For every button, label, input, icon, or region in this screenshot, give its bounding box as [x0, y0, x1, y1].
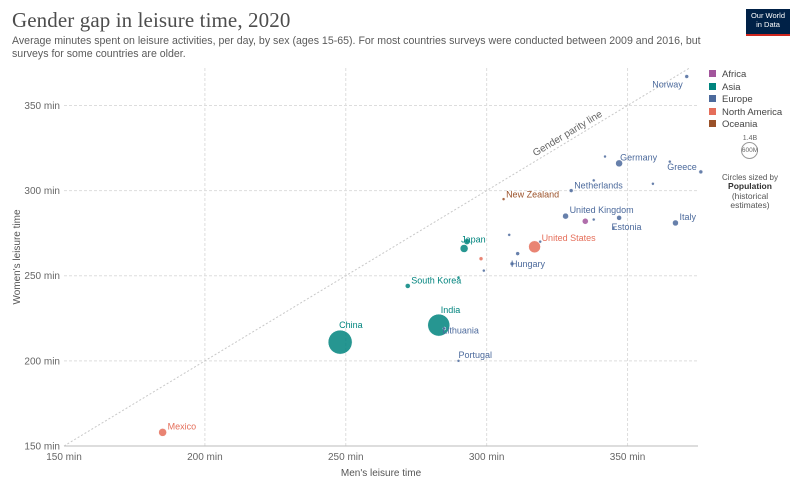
chart-title: Gender gap in leisure time, 2020 — [12, 8, 291, 32]
legend-item-asia[interactable]: Asia — [709, 82, 782, 95]
logo-line-2: in Data — [756, 20, 780, 29]
legend-swatch — [709, 120, 716, 127]
data-label: United Kingdom — [570, 205, 634, 215]
x-tick-label: 300 min — [469, 452, 505, 463]
x-tick-label: 150 min — [46, 452, 82, 463]
data-point — [515, 251, 520, 256]
size-legend: 1.4B 600M Circles sized by Population (h… — [718, 135, 782, 211]
legend-swatch — [709, 95, 716, 102]
data-point — [158, 428, 167, 437]
data-labels: Norway Germany Greece Netherlands New Zealan… — [168, 80, 697, 432]
data-point — [405, 283, 411, 289]
legend-item-africa[interactable]: Africa — [709, 69, 782, 82]
data-label: Estonia — [611, 222, 641, 232]
data-point — [698, 169, 704, 175]
data-label: Germany — [620, 152, 658, 162]
data-label: India — [441, 305, 461, 315]
data-point — [507, 233, 511, 237]
legend-item-north-america[interactable]: North America — [709, 107, 782, 120]
legend-label: Europe — [722, 94, 753, 105]
size-legend-value: 600M — [741, 147, 759, 154]
data-label: Lithuania — [442, 326, 479, 336]
data-point — [456, 359, 461, 363]
data-label: Japan — [461, 234, 486, 244]
data-point — [482, 268, 486, 273]
legend-swatch — [709, 107, 716, 115]
data-point — [668, 159, 672, 164]
legend-label: Africa — [722, 69, 747, 80]
data-point — [327, 329, 353, 355]
y-tick-label: 200 min — [24, 356, 60, 367]
legend-swatch — [709, 70, 716, 77]
legend-label: Asia — [722, 81, 741, 93]
size-legend-max: 1.4B — [742, 135, 758, 142]
data-point — [501, 197, 506, 201]
x-tick-label: 250 min — [328, 452, 364, 463]
data-point — [562, 212, 569, 220]
data-point — [568, 188, 574, 193]
x-tick-label: 200 min — [187, 452, 223, 463]
gender-parity-label: Gender parity line — [531, 109, 605, 159]
data-point — [591, 217, 596, 222]
data-label: New Zealand — [506, 190, 559, 200]
data-point — [478, 256, 484, 261]
data-label: South Korea — [411, 275, 461, 285]
data-point — [591, 178, 596, 183]
data-label: Portugal — [458, 350, 492, 360]
data-label: Netherlands — [574, 181, 623, 191]
data-label: Greece — [667, 162, 697, 172]
data-point — [538, 239, 542, 244]
data-point — [463, 238, 471, 245]
data-point — [611, 226, 616, 230]
data-label: Mexico — [168, 421, 197, 431]
data-point — [603, 154, 607, 159]
y-tick-label: 250 min — [24, 271, 60, 282]
data-point — [616, 215, 622, 221]
chart-subtitle: Average minutes spent on leisure activit… — [12, 35, 701, 60]
legend-label: North America — [722, 106, 783, 118]
legend-label: Oceania — [722, 119, 758, 130]
data-point — [615, 159, 623, 168]
data-point — [582, 217, 589, 225]
owid-logo[interactable]: Our World in Data — [746, 9, 790, 36]
data-point — [442, 326, 447, 331]
data-label: United States — [542, 233, 597, 243]
legend-swatch — [709, 82, 716, 90]
gridlines — [64, 68, 698, 447]
gender-parity-line — [63, 67, 690, 447]
size-circle-icon — [741, 142, 758, 159]
size-legend-variable: Population — [728, 181, 772, 191]
data-point — [456, 275, 461, 280]
data-point — [459, 244, 469, 253]
logo-line-1: Our World — [750, 11, 786, 20]
data-point — [509, 261, 515, 267]
data-points — [158, 74, 704, 437]
data-point — [672, 219, 679, 227]
data-point — [427, 313, 451, 337]
size-legend-sub: (historical estimates) — [730, 190, 770, 210]
legend-item-europe[interactable]: Europe — [709, 94, 782, 107]
data-label: Norway — [652, 80, 683, 90]
x-tick-label: 350 min — [610, 452, 646, 463]
logo-accent-bar — [746, 34, 790, 36]
size-legend-caption: Circles sized by — [721, 173, 778, 182]
x-axis-title: Men's leisure time — [341, 468, 422, 479]
data-point — [684, 74, 689, 79]
size-legend-circles: 600M — [718, 142, 782, 172]
axis-ticks: 150 min 200 min 250 min 300 min 350 min 150 m… — [24, 101, 645, 463]
data-label: Hungary — [511, 259, 546, 269]
y-tick-label: 350 min — [24, 101, 60, 112]
y-tick-label: 300 min — [24, 186, 60, 197]
data-point — [651, 182, 655, 186]
y-tick-label: 150 min — [24, 442, 60, 453]
region-legend: Africa Asia Europe North America Oceania — [709, 69, 782, 132]
data-point — [528, 240, 541, 254]
y-axis-title: Women's leisure time — [12, 209, 23, 305]
data-label: Italy — [679, 212, 696, 222]
legend-item-oceania[interactable]: Oceania — [709, 119, 782, 132]
data-label: China — [339, 320, 363, 330]
